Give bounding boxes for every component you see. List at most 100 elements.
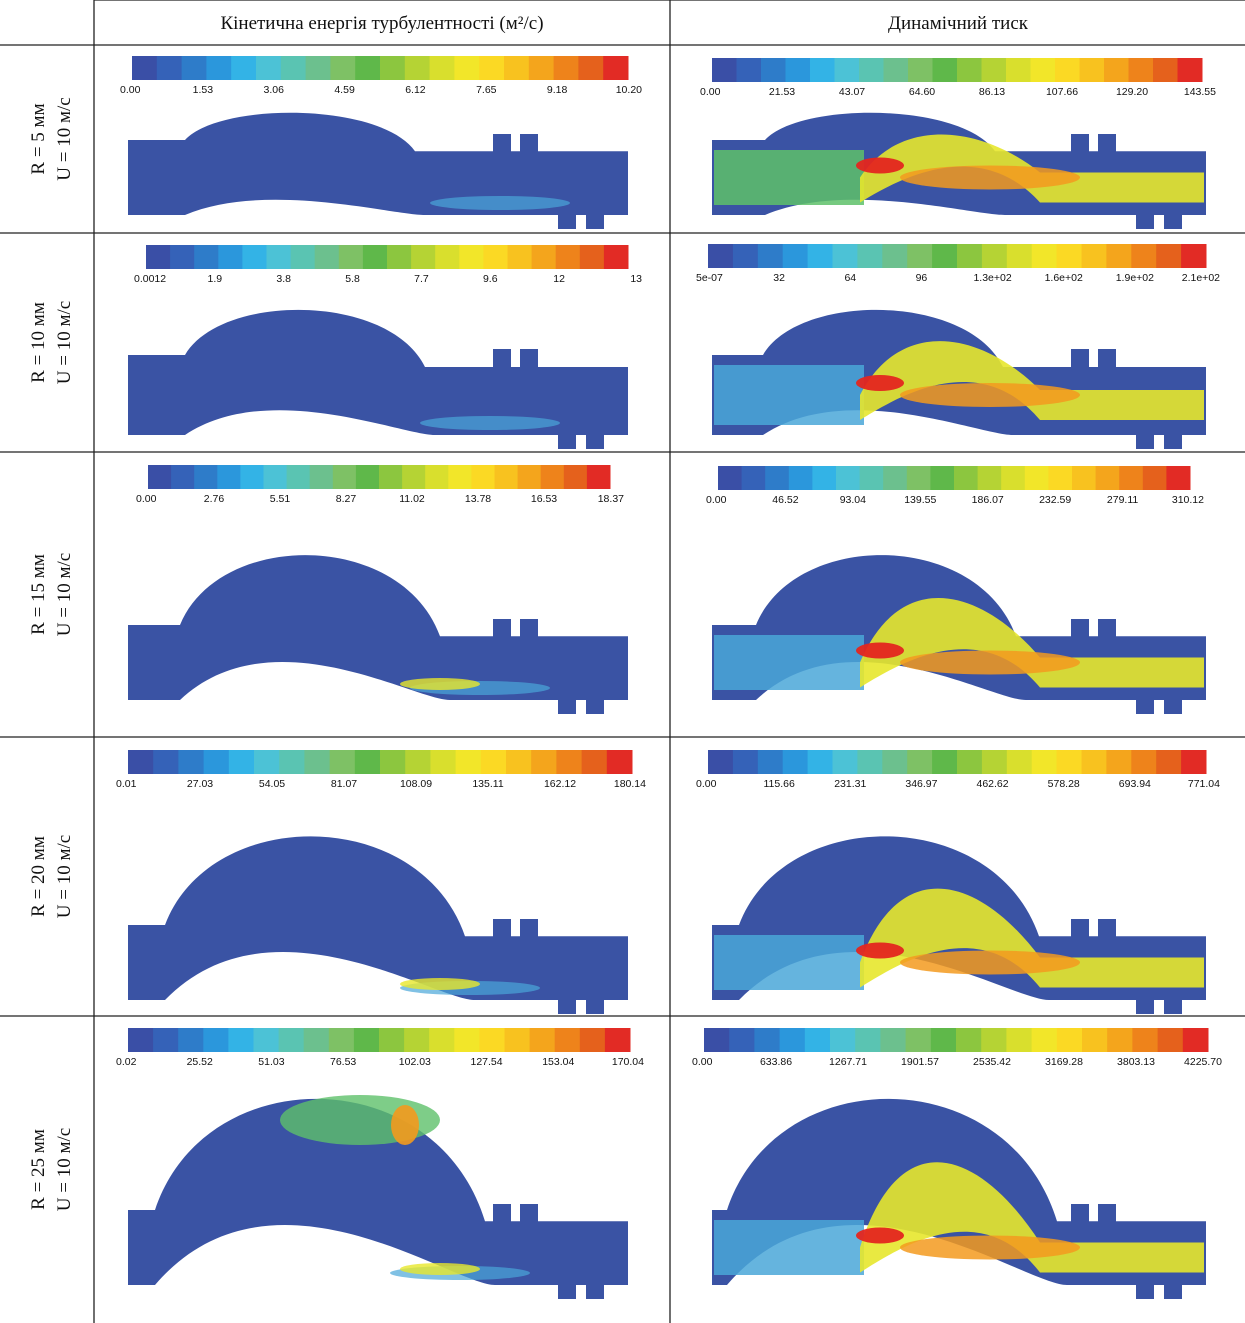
colorbar-tick-label: 232.59 [1039, 494, 1071, 506]
port-fitting [586, 996, 604, 1014]
colorbar-tick-label: 0.00 [696, 778, 717, 790]
colorbar-tick-label: 3.06 [263, 84, 284, 96]
colorbar-swatch [579, 1028, 606, 1052]
colorbar-tke: 0.00 2.76 5.51 8.27 11.02 13.78 16.53 18.37 [136, 465, 624, 505]
port-fitting [558, 1281, 576, 1299]
port-fitting [1098, 1204, 1116, 1224]
port-fitting [1136, 211, 1154, 229]
colorbar-tke: 0.02 25.52 51.03 76.53 102.03 127.54 153.04 170… [116, 1028, 644, 1068]
colorbar-swatch [379, 465, 403, 489]
colorbar-tick-label: 51.03 [258, 1056, 284, 1068]
pressure-field [712, 1098, 1206, 1299]
colorbar-swatch [857, 244, 883, 268]
port-fitting [1098, 619, 1116, 639]
colorbar-swatch [857, 750, 883, 774]
colorbar-tke: 0.0012 1.9 3.8 5.8 7.7 9.6 12 13 [134, 245, 642, 285]
colorbar-swatch [834, 58, 860, 82]
colorbar-swatch [1030, 58, 1056, 82]
port-fitting [1164, 696, 1182, 714]
colorbar-tick-label: 7.65 [476, 84, 497, 96]
colorbar-tick-label: 115.66 [763, 778, 794, 790]
colorbar-swatch [405, 750, 431, 774]
pressure-inlet-zone [714, 150, 864, 205]
colorbar-tick-label: 1.53 [193, 84, 214, 96]
colorbar-swatch [286, 465, 311, 489]
pressure-peak-zone [856, 942, 904, 959]
colorbar-swatch [1095, 466, 1120, 490]
colorbar-swatch [332, 465, 357, 489]
colorbar-tick-label: 462.62 [977, 778, 1009, 790]
colorbar-swatch [354, 750, 381, 774]
pressure-peak-zone [856, 375, 904, 391]
colorbar-tick-label: 4225.70 [1184, 1056, 1222, 1068]
colorbar-swatch [240, 465, 264, 489]
colorbar-tick-label: 693.94 [1119, 778, 1151, 790]
colorbars: 0.00 1.53 3.06 4.59 6.12 7.65 9.18 10.20 0.00 21.… [116, 56, 1222, 1068]
colorbar-swatch [148, 465, 172, 489]
tke-channel [128, 112, 628, 215]
colorbar-swatch [254, 750, 280, 774]
colorbar-swatch [832, 244, 858, 268]
colorbar-tick-label: 180.14 [614, 778, 646, 790]
colorbar-swatch [128, 750, 154, 774]
pressure-inlet-zone [714, 635, 864, 690]
colorbar-swatch [128, 1028, 154, 1052]
colorbar-swatch [471, 465, 495, 489]
colorbar-tick-label: 6.12 [405, 84, 426, 96]
colorbar-swatch [718, 466, 743, 490]
port-fitting [1164, 211, 1182, 229]
colorbar-swatch [1106, 244, 1132, 268]
colorbar-swatch [448, 465, 472, 489]
port-fitting [1098, 919, 1116, 939]
row-label-velocity: U = 10 м/с [54, 553, 75, 636]
colorbar-swatch [228, 1028, 254, 1052]
colorbar-swatch [1072, 466, 1097, 490]
colorbar-swatch [435, 245, 460, 269]
colorbar-tick-label: 16.53 [531, 493, 557, 505]
colorbar-swatch [1006, 244, 1033, 268]
row-label-velocity: U = 10 м/с [54, 835, 75, 918]
colorbar-tick-label: 46.52 [772, 494, 798, 506]
pressure-core-jet [860, 888, 1204, 988]
tke-shear-band [420, 416, 560, 430]
colorbar-swatch [1131, 750, 1157, 774]
colorbar-swatch [425, 465, 449, 489]
colorbar-swatch [708, 750, 734, 774]
port-fitting [1098, 134, 1116, 154]
colorbar-swatch [586, 465, 611, 489]
pressure-field [712, 555, 1206, 714]
colorbar-tick-label: 310.12 [1172, 494, 1204, 506]
port-fitting [493, 619, 511, 639]
colorbar-swatch [1081, 750, 1107, 774]
colorbar-tick-label: 107.66 [1046, 86, 1078, 98]
colorbar-swatch [203, 1028, 229, 1052]
port-fitting [1136, 431, 1154, 449]
colorbar-swatch [329, 750, 356, 774]
port-fitting [586, 696, 604, 714]
colorbar-tick-label: 64 [844, 272, 856, 284]
colorbar-swatch [380, 750, 406, 774]
port-fitting [558, 431, 576, 449]
colorbar-swatch [757, 750, 784, 774]
colorbar-tick-label: 9.18 [547, 84, 568, 96]
tke-field [128, 555, 628, 714]
port-fitting [493, 349, 511, 369]
colorbar-tick-label: 0.00 [120, 84, 141, 96]
colorbar-swatch [732, 244, 759, 268]
row-label-velocity: U = 10 м/с [54, 97, 75, 180]
port-fitting [1136, 696, 1154, 714]
row-label-velocity: U = 10 м/с [54, 301, 75, 384]
colorbar-tick-label: 43.07 [839, 86, 865, 98]
colorbar-swatch [531, 750, 557, 774]
colorbar-swatch [553, 56, 579, 80]
colorbar-swatch [1153, 58, 1178, 82]
colorbar-swatch [517, 465, 542, 489]
colorbar-swatch [788, 466, 813, 490]
tke-hotspot [400, 978, 480, 990]
colorbar-swatch [506, 750, 532, 774]
colorbar-swatch [859, 466, 884, 490]
tke-field [128, 309, 628, 449]
column-header-tke: Кінетична енергія турбулентності (м²/с) [220, 13, 543, 34]
colorbar-swatch [757, 244, 784, 268]
